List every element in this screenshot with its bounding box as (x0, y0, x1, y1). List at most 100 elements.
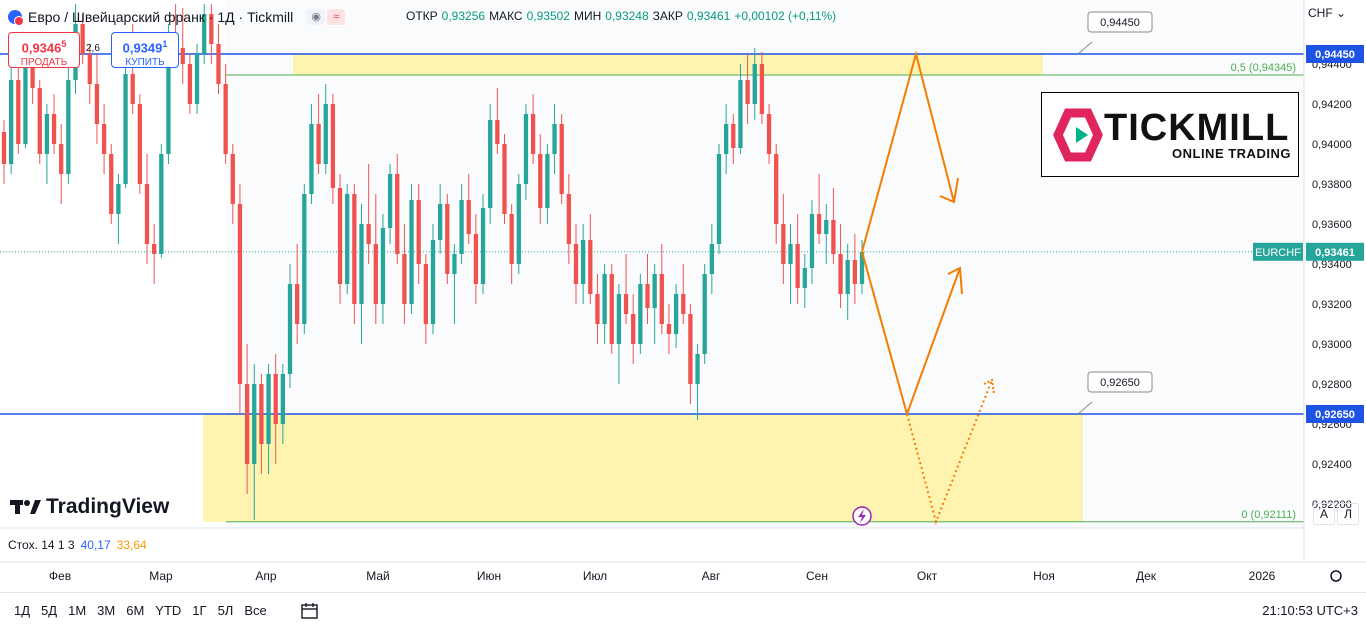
time-tick-label: Июн (477, 569, 501, 583)
level-callout-pointer-1 (1077, 401, 1093, 415)
range-button-3[interactable]: 3М (97, 603, 116, 618)
candle-body (259, 384, 264, 444)
eye-icon[interactable]: ◉ (307, 9, 326, 25)
candle-body (816, 214, 822, 234)
candle-body (545, 154, 550, 208)
candle-body (731, 124, 736, 148)
time-tick-label: Апр (255, 569, 277, 583)
price-tick-label: 0,93200 (1312, 299, 1352, 311)
time-tick-label: Авг (702, 569, 721, 583)
calendar-icon[interactable] (300, 602, 320, 620)
candle-body (774, 154, 779, 224)
chart-canvas[interactable]: 0,5 (0,94345)0 (0,92111) 0,944500,92650 … (0, 0, 1366, 592)
level-callout-box-1 (1087, 371, 1153, 393)
candle-body (838, 254, 843, 294)
candle-body (51, 114, 57, 144)
range-button-7[interactable]: 5Л (217, 603, 234, 618)
stochastic-legend[interactable]: Стох. 14 1 3 40,17 33,64 (8, 538, 147, 552)
candle-body (745, 80, 750, 104)
chart-header: Евро / Швейцарский франк · 1Д · Tickmill… (8, 6, 346, 28)
candle-body (23, 64, 28, 144)
candle-body (802, 268, 807, 288)
tradingview-logo[interactable]: TradingView (10, 495, 169, 519)
candle-body (373, 244, 378, 304)
auto-scale-button[interactable]: A (1313, 503, 1335, 525)
tickmill-mark-icon (1053, 108, 1103, 162)
clock[interactable]: 21:10:53 UTC+3 (1262, 603, 1358, 618)
candle-body (859, 252, 865, 284)
chevron-down-icon: ⌄ (1336, 6, 1347, 20)
range-button-2[interactable]: 1М (68, 603, 87, 618)
range-button-5[interactable]: YTD (155, 603, 182, 618)
candle-body (509, 214, 514, 264)
candle-body (387, 174, 393, 228)
tradingview-wordmark: TradingView (46, 495, 170, 518)
symbol-title[interactable]: Евро / Швейцарский франк · 1Д · Tickmill (28, 9, 294, 25)
time-tick-label: Фев (49, 569, 71, 583)
logo-name: TICKMILL (1104, 107, 1290, 149)
candle-body (101, 124, 107, 154)
price-tick-label: 0,92400 (1312, 459, 1352, 471)
ohlc-close: 0,93461 (686, 9, 731, 23)
time-tick-label: Май (366, 569, 390, 583)
sell-price: 0,9346 (21, 40, 62, 56)
candle-body (716, 154, 722, 244)
candle-body (216, 44, 221, 84)
candle-body (480, 208, 486, 284)
candle-body (738, 80, 743, 148)
range-button-1[interactable]: 5Д (41, 603, 58, 618)
range-button-6[interactable]: 1Г (192, 603, 207, 618)
sell-price-sup: 5 (61, 39, 67, 49)
symbol-tag-text: EURCHF (1255, 247, 1301, 259)
candle-body (345, 194, 350, 284)
candle-body (144, 184, 150, 244)
time-tick-label: Ноя (1033, 569, 1055, 583)
level-callout-text-0: 0,94450 (1100, 17, 1140, 29)
candle-body (645, 284, 650, 308)
candle-body (573, 244, 579, 284)
candle-body (416, 200, 421, 264)
candle-body (252, 384, 257, 464)
range-button-0[interactable]: 1Д (14, 603, 31, 618)
currency-selector[interactable]: CHF ⌄ (1308, 6, 1346, 20)
candle-body (681, 294, 686, 314)
fib-label-0: 0 (0,92111) (1241, 509, 1296, 521)
candle-body (30, 64, 35, 88)
candle-body (80, 24, 85, 54)
candle-body (44, 114, 50, 154)
candle-body (330, 104, 336, 188)
candle-body (337, 188, 343, 284)
candle-body (666, 324, 672, 334)
candle-body (502, 144, 507, 214)
log-scale-button[interactable]: Л (1337, 503, 1359, 525)
candle-body (495, 120, 500, 144)
wave-icon[interactable]: ≈ (327, 9, 346, 25)
candle-body (459, 200, 464, 254)
sell-button[interactable]: 0,93465 ПРОДАТЬ (8, 32, 80, 68)
price-tick-label: 0,94000 (1312, 139, 1352, 151)
candle-body (809, 214, 815, 268)
range-button-8[interactable]: Все (244, 603, 267, 618)
candle-body (438, 204, 443, 240)
candle-body (652, 274, 657, 308)
candle-body (230, 154, 235, 204)
candle-body (752, 64, 757, 104)
candle-body (352, 194, 357, 304)
time-tick-label: Мар (149, 569, 173, 583)
candle-body (688, 314, 693, 384)
candle-body (852, 260, 857, 284)
candle-body (66, 80, 71, 174)
candle-body (473, 234, 479, 284)
price-tick-label: 0,93000 (1312, 339, 1352, 351)
header-badges: ◉ ≈ (307, 9, 346, 25)
ohlc-high: 0,93502 (526, 9, 570, 23)
range-button-4[interactable]: 6М (126, 603, 145, 618)
candle-body (244, 384, 250, 464)
candle-body (202, 14, 207, 54)
candle-body (237, 204, 243, 384)
candle-body (602, 274, 607, 324)
buy-price: 0,9349 (122, 40, 163, 56)
buy-button[interactable]: 0,93491 КУПИТЬ (111, 32, 179, 68)
support-zone (203, 414, 1083, 522)
candle-body (323, 104, 328, 164)
